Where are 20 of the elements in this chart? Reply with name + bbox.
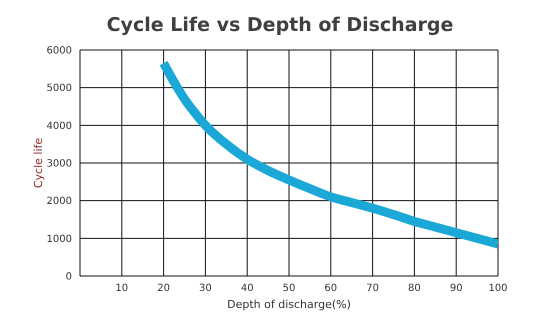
y-tick-label: 3000 [46,158,72,170]
x-tick-label: 70 [366,283,379,294]
x-tick-label: 20 [157,283,170,294]
x-tick-label: 60 [324,283,338,294]
y-axis-title: Cycle life [32,138,45,188]
x-tick-label: 40 [240,283,254,294]
y-tick-label: 5000 [46,83,72,94]
y-tick-label: 1000 [46,234,72,245]
x-axis-title: Depth of discharge(%) [227,298,351,311]
chart-title: Cycle Life vs Depth of Discharge [106,14,454,36]
x-tick-label: 80 [408,283,421,294]
x-tick-label: 50 [282,283,296,294]
y-tick-label: 6000 [46,46,72,57]
x-tick-label: 90 [450,283,463,294]
x-tick-label: 10 [115,283,128,294]
x-tick-label: 100 [488,283,508,294]
y-tick-label: 0 [66,272,72,283]
x-tick-label: 30 [199,283,212,294]
y-tick-label: 2000 [46,196,72,208]
y-tick-label: 4000 [46,120,72,132]
